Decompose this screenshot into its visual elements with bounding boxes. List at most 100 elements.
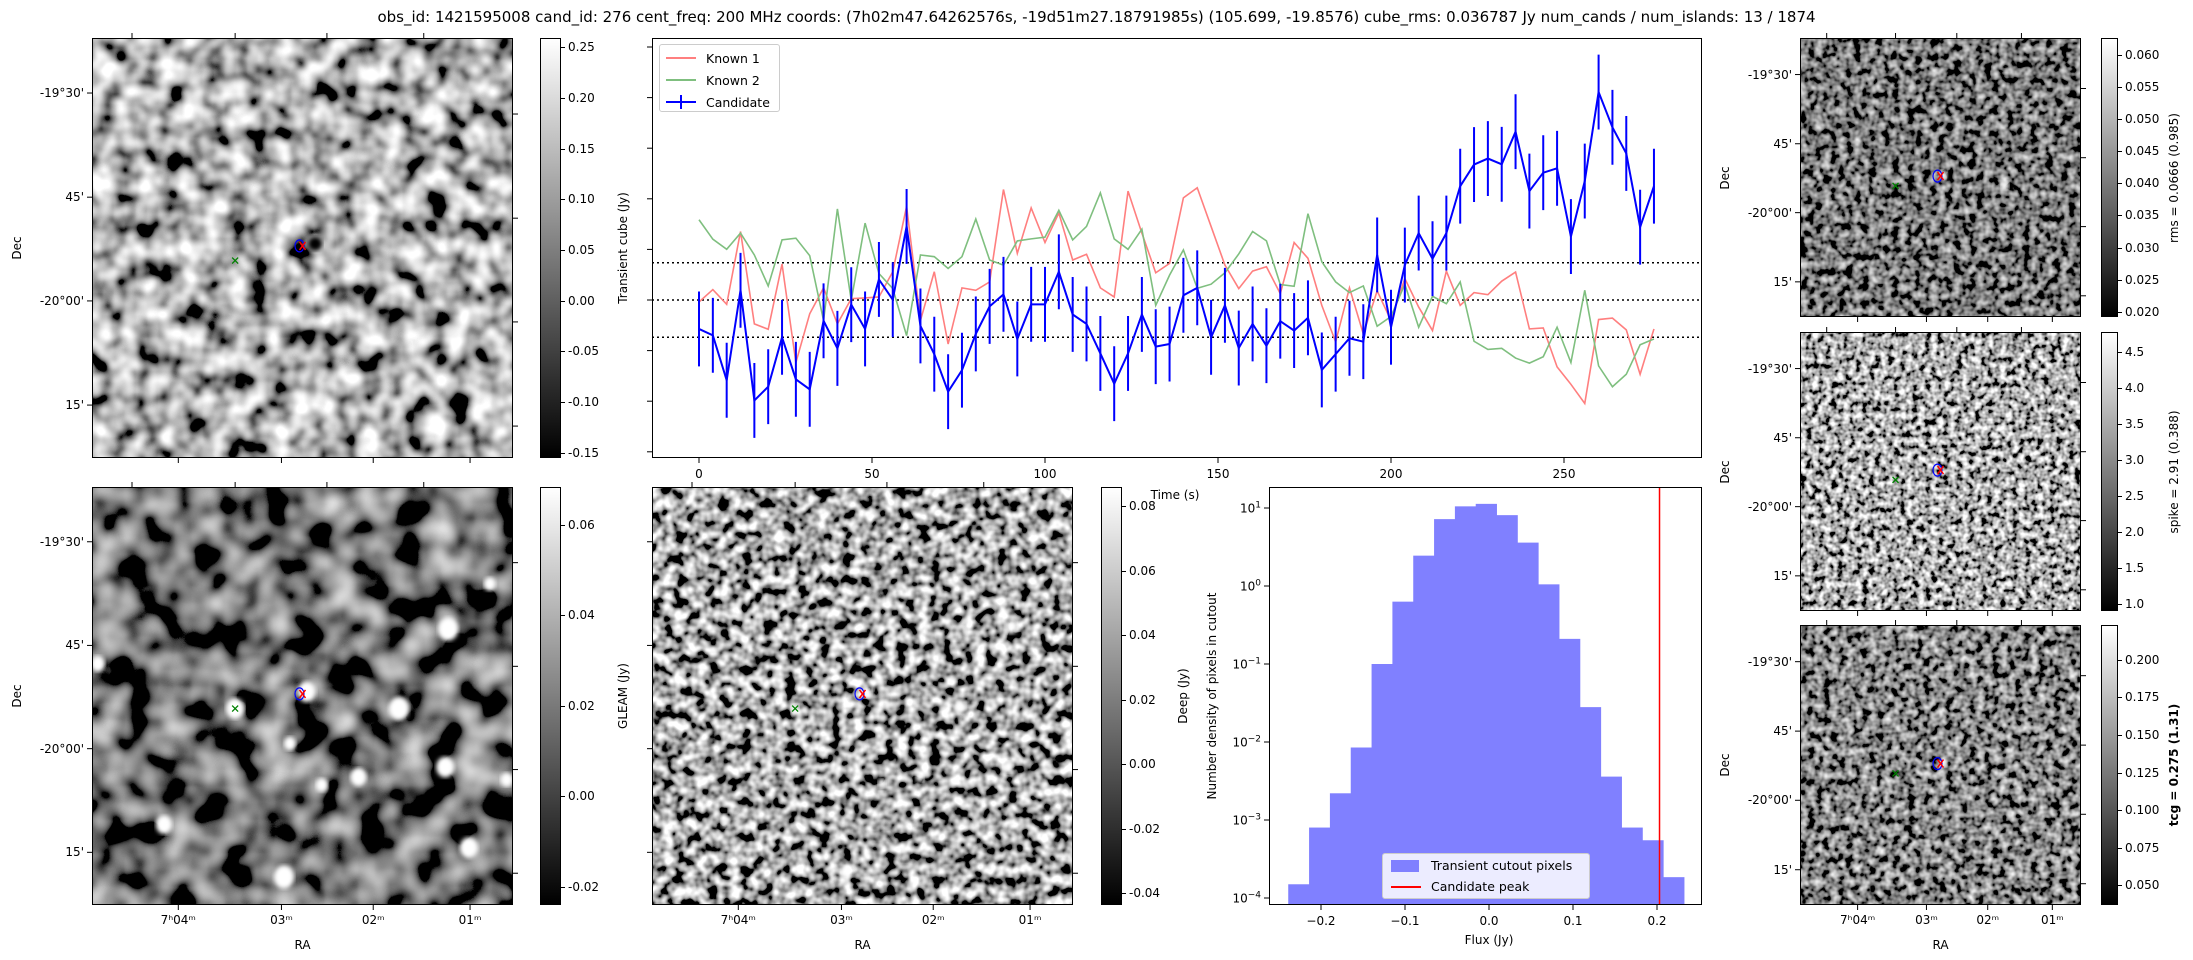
colorbar-tick-label: 2.0 bbox=[2125, 524, 2145, 539]
legend-label: Candidate bbox=[706, 94, 770, 110]
legend-label: Known 2 bbox=[706, 72, 760, 88]
bright-source bbox=[877, 778, 886, 788]
dec-tick-label: 15' bbox=[1773, 862, 1792, 877]
colorbar-tick bbox=[2118, 388, 2122, 390]
colorbar-label: rms = 0.0666 (0.985) bbox=[2167, 112, 2181, 243]
dec-tick-label: 45' bbox=[1773, 136, 1792, 151]
x-tick-label: 0.2 bbox=[1647, 914, 1667, 928]
ra-tick-label: 03ᵐ bbox=[270, 913, 293, 927]
x-tick-label: 50 bbox=[864, 467, 880, 481]
colorbar-tick-label: -0.15 bbox=[568, 445, 600, 460]
colorbar-tick bbox=[2118, 495, 2122, 497]
colorbar-tick-label: 0.045 bbox=[2125, 144, 2160, 159]
histogram-bar bbox=[1642, 840, 1664, 905]
dec-tick-label: -19°30' bbox=[1747, 67, 1792, 82]
colorbar-tick-label: 0.05 bbox=[568, 243, 595, 258]
histogram-bar bbox=[1288, 884, 1310, 905]
x-tick-label: −0.1 bbox=[1390, 914, 1420, 928]
noise-background bbox=[652, 487, 1073, 905]
colorbar-tick-label: 0.030 bbox=[2125, 240, 2160, 255]
bright-source bbox=[90, 655, 105, 672]
histogram-chart bbox=[1264, 487, 1702, 910]
colorbar-tick bbox=[2118, 659, 2122, 661]
y-tick-exponent: 0 bbox=[1255, 578, 1261, 589]
colorbar-label: Deep (Jy) bbox=[1176, 668, 1190, 724]
y-tick-label: 10−4 bbox=[1232, 890, 1261, 906]
series-line-candidate bbox=[698, 88, 1655, 403]
bright-source bbox=[388, 697, 409, 721]
candidate-x-icon bbox=[1936, 759, 1945, 769]
colorbar-tick bbox=[2118, 847, 2122, 849]
bright-source bbox=[438, 617, 459, 641]
colorbar-tick bbox=[2118, 54, 2122, 56]
colorbar-tick bbox=[2118, 531, 2122, 533]
dec-axis-label: Dec bbox=[1718, 165, 1732, 190]
colorbar-tick bbox=[561, 300, 565, 302]
bright-source bbox=[350, 767, 367, 787]
colorbar-tick bbox=[2118, 567, 2122, 569]
colorbar-tick-label: 0.00 bbox=[1129, 757, 1156, 772]
colorbar-tick-label: 0.175 bbox=[2125, 690, 2160, 705]
colorbar-tick bbox=[1122, 699, 1126, 701]
colorbar-spike bbox=[2101, 332, 2118, 611]
dec-axis-label: Dec bbox=[10, 236, 24, 260]
ra-tick-label: 7ʰ04ᵐ bbox=[720, 913, 756, 927]
bright-source bbox=[283, 736, 296, 751]
known-source-x-icon bbox=[1892, 769, 1899, 777]
colorbar-tick-label: 0.035 bbox=[2125, 208, 2160, 223]
bright-source bbox=[1003, 761, 1014, 773]
colorbar-tick-label: 0.00 bbox=[568, 789, 595, 804]
legend-swatch bbox=[666, 51, 696, 65]
colorbar-tick-label: 0.25 bbox=[568, 40, 595, 55]
dark-spot bbox=[308, 236, 323, 251]
ra-axis-label: RA bbox=[854, 938, 871, 952]
y-tick-exponent: −4 bbox=[1247, 890, 1261, 901]
legend-item: Candidate bbox=[666, 91, 773, 113]
colorbar-tick-label: 0.20 bbox=[568, 90, 595, 105]
histogram-bar bbox=[1329, 793, 1352, 905]
histogram-bar bbox=[1600, 776, 1622, 905]
dec-tick-label: 15' bbox=[65, 398, 84, 413]
colorbar-tick-label: 0.125 bbox=[2125, 765, 2160, 780]
ra-tick-label: 01ᵐ bbox=[458, 913, 482, 927]
candidate-circle-icon bbox=[1932, 169, 1943, 183]
histogram-legend: Transient cutout pixels Candidate peak bbox=[1382, 853, 1590, 899]
x-tick-label: 100 bbox=[1033, 467, 1057, 481]
candidate-x-icon bbox=[858, 689, 867, 699]
colorbar-tick bbox=[2118, 810, 2122, 812]
lightcurve-chart bbox=[647, 38, 1702, 463]
x-tick-label: 0.1 bbox=[1563, 914, 1583, 928]
bright-source bbox=[721, 818, 730, 828]
colorbar-tick-label: 0.040 bbox=[2125, 176, 2160, 191]
colorbar-tick bbox=[2118, 885, 2122, 887]
y-tick-exponent: −1 bbox=[1247, 656, 1261, 667]
bright-source bbox=[273, 865, 294, 889]
colorbar-tick-label: 0.075 bbox=[2125, 840, 2160, 855]
bright-source bbox=[2002, 769, 2009, 777]
colorbar-tick-label: 2.5 bbox=[2125, 488, 2145, 503]
colorbar-tick bbox=[1122, 506, 1126, 508]
y-tick-label: 100 bbox=[1239, 578, 1261, 594]
colorbar-tick-label: 3.0 bbox=[2125, 452, 2145, 467]
colorbar-tick bbox=[1122, 635, 1126, 637]
colorbar-tick bbox=[561, 525, 565, 526]
colorbar-tick bbox=[2118, 119, 2122, 120]
colorbar-tick bbox=[1122, 893, 1126, 895]
colorbar-tick-label: 4.0 bbox=[2125, 381, 2145, 396]
candidate-circle-icon bbox=[1932, 463, 1943, 477]
bright-source bbox=[500, 772, 513, 787]
colorbar-tcg bbox=[2101, 625, 2118, 905]
colorbar-tick bbox=[561, 796, 565, 798]
ra-tick-label: 02ᵐ bbox=[1976, 913, 2000, 927]
colorbar-tick bbox=[1122, 764, 1126, 766]
y-tick-exponent: −2 bbox=[1247, 734, 1261, 745]
y-tick-exponent: 1 bbox=[1255, 500, 1261, 511]
colorbar-tick-label: 0.025 bbox=[2125, 272, 2160, 287]
candidate-circle-icon bbox=[1932, 757, 1943, 771]
dec-tick-label: -19°30' bbox=[1747, 654, 1792, 669]
colorbar-tick-label: 0.04 bbox=[568, 608, 595, 623]
ra-axis-label: RA bbox=[1932, 938, 1949, 952]
known-source-x-icon bbox=[1892, 182, 1899, 190]
colorbar-tick bbox=[2118, 311, 2122, 313]
candidate-x-icon bbox=[1936, 465, 1945, 475]
